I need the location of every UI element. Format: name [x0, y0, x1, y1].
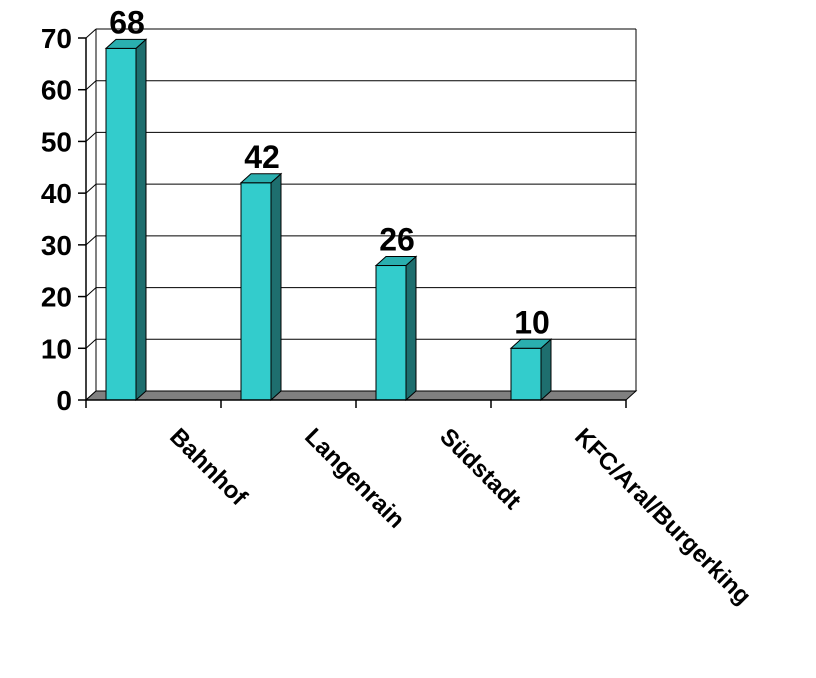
gridline-depth [85, 80, 97, 91]
bar-top [374, 256, 418, 267]
bar-side [270, 172, 282, 402]
y-tick-label: 40 [41, 178, 72, 209]
y-tick-label: 60 [41, 75, 72, 106]
bar-front [105, 47, 137, 401]
grid-layer [85, 28, 637, 401]
y-tick-label: 30 [41, 230, 72, 261]
labels-layer: 68 Bahnhof 42 Langenrain 26 Südstadt 10 KFC/Ara… [109, 4, 756, 610]
y-tick-label: 0 [56, 385, 72, 416]
chart-floor [84, 390, 638, 401]
gridline-depth [85, 183, 97, 194]
category-label: Bahnhof [164, 423, 253, 512]
data-label: 68 [109, 4, 145, 40]
bar-top [239, 173, 283, 184]
bar-side [540, 338, 552, 402]
data-label: 42 [244, 139, 280, 175]
bar-front [510, 347, 542, 401]
gridline-depth [85, 28, 97, 39]
axis-layer: 0 10 20 30 40 50 60 70 [41, 23, 627, 416]
floor-plane [84, 390, 638, 401]
bar-side [135, 38, 147, 402]
bar-top [509, 338, 553, 349]
data-label: 10 [514, 304, 550, 340]
gridline-depth [85, 287, 97, 297]
bar [239, 172, 283, 402]
category-label: Langenrain [299, 423, 410, 534]
gridline-depth [85, 235, 97, 246]
y-tick-label: 10 [41, 333, 72, 364]
bar-front [375, 265, 407, 401]
y-tick-label: 20 [41, 282, 72, 313]
bar [374, 255, 418, 402]
y-tick-label: 70 [41, 23, 72, 54]
bar-top [104, 38, 148, 49]
gridline-depth [85, 132, 97, 142]
category-label: KFC/Aral/Burgerking [569, 423, 756, 610]
y-tick-label: 50 [41, 126, 72, 157]
data-label: 26 [379, 222, 415, 258]
bar-front [240, 182, 272, 401]
bar [104, 38, 148, 402]
category-label: Südstadt [434, 423, 526, 515]
gridline-depth [85, 338, 97, 349]
bar-side [405, 255, 417, 402]
bars-layer [104, 38, 553, 402]
bar [509, 338, 553, 402]
